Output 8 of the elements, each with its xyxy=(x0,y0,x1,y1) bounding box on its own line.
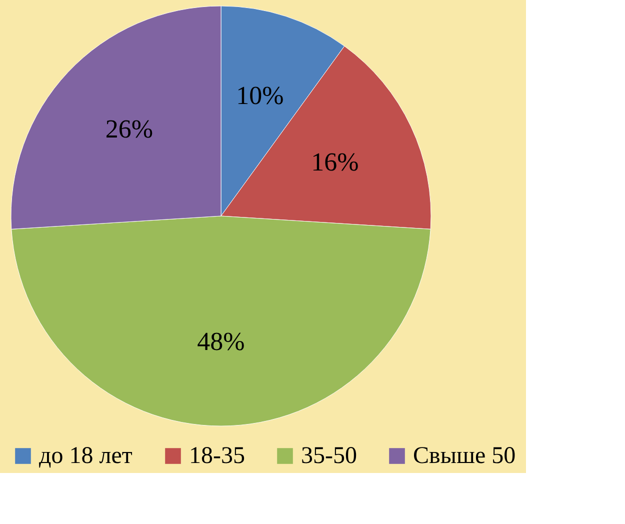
legend-label: Свыше 50 xyxy=(413,443,516,469)
legend-label: до 18 лет xyxy=(39,443,133,469)
data-label: 10% xyxy=(236,81,284,110)
legend-label: 18-35 xyxy=(189,443,245,469)
legend-label: 35-50 xyxy=(301,443,357,469)
data-label: 26% xyxy=(105,114,153,144)
data-label: 16% xyxy=(311,147,359,176)
data-label: 48% xyxy=(197,327,245,356)
